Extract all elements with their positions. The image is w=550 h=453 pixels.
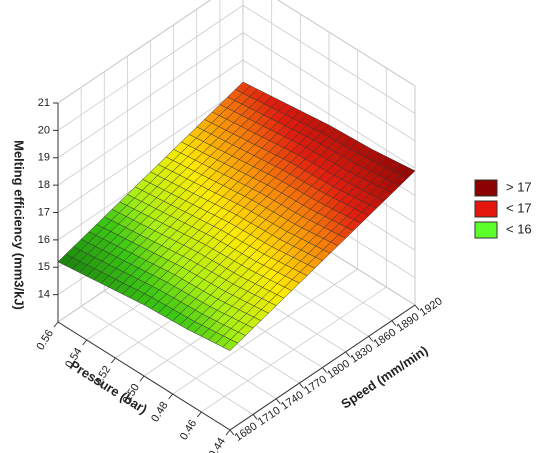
z-tick-label: 14 [38,289,50,301]
legend: > 17 < 17 < 16 [474,179,532,239]
z-tick-label: 19 [38,152,50,164]
z-tick-label: 16 [38,234,50,246]
x-tick [414,304,420,311]
grid-line [57,87,244,213]
legend-swatch [474,179,498,197]
x-tick [252,414,258,420]
z-axis-label: Melting efficiency (mm3/kJ) [12,140,27,310]
z-tick-label: 20 [38,124,50,136]
grid-line [57,59,244,186]
surface [57,81,416,351]
x-tick [322,367,327,373]
y-tick [82,339,88,346]
y-tick [53,321,59,328]
z-tick-label: 17 [38,206,50,218]
x-tick-label: 1920 [418,295,445,319]
y-tick-label: 0.46 [178,418,200,443]
z-tick-label: 15 [38,261,50,273]
x-tick [345,351,351,358]
z-tick-label: 21 [38,97,50,109]
grid-line [242,32,416,142]
z-tick-label: 18 [38,179,50,191]
x-tick [368,335,374,342]
y-tick-label: 0.56 [34,328,56,353]
y-tick-label: 0.48 [149,400,171,425]
legend-label: < 16 [506,221,532,236]
x-tick [391,320,397,326]
x-tick [298,382,304,389]
y-tick-label: 0.44 [206,436,228,453]
grid-line [57,0,212,104]
x-tick [229,429,235,436]
grid-line [277,0,416,87]
y-tick [168,393,174,400]
surface-cell [222,339,239,351]
legend-label: < 17 [506,200,532,215]
legend-swatch [474,221,498,239]
grid-line [201,286,387,413]
y-tick [110,357,116,364]
grid-line [242,5,416,114]
grid-line [57,5,244,131]
legend-label: > 17 [506,179,532,194]
x-tick [275,398,281,405]
y-tick [196,411,202,418]
grid-line [242,59,416,169]
grid-line [172,268,358,395]
y-tick [225,429,231,436]
y-tick [139,375,145,382]
legend-swatch [474,200,498,218]
grid-line [57,32,244,159]
